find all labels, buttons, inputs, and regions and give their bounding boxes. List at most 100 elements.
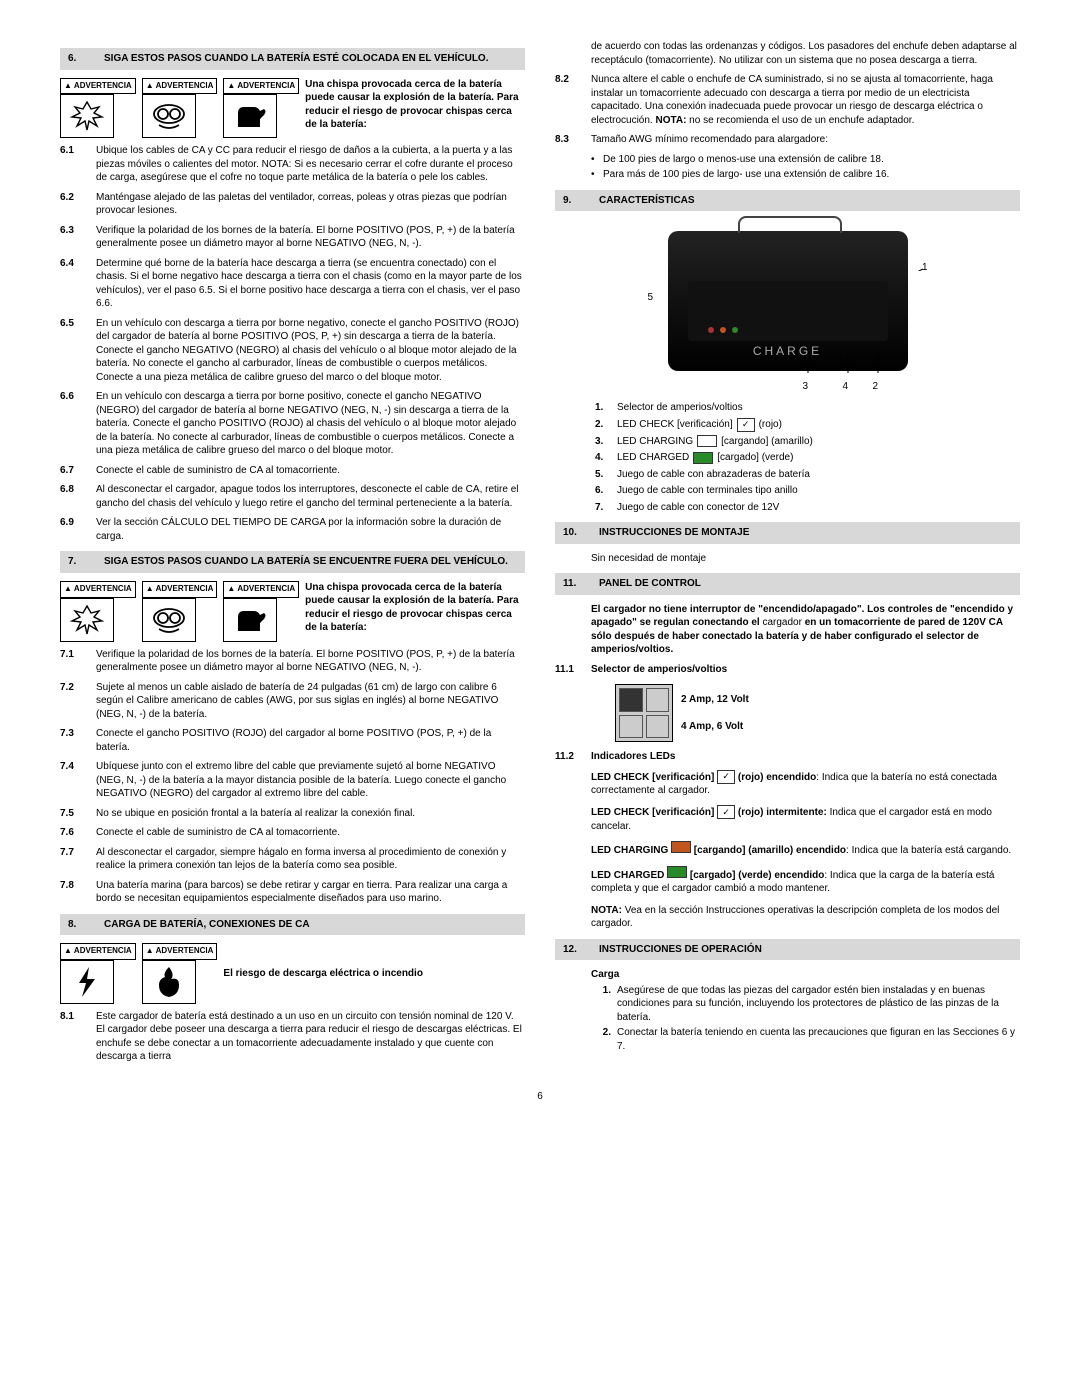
section-8-warning-row: ADVERTENCIA ADVERTENCIA El riesgo de des… <box>60 943 525 1004</box>
item-6-6: 6.6En un vehículo con descarga a tierra … <box>60 390 525 458</box>
green-swatch <box>667 866 687 878</box>
item-6-1: 6.1Ubique los cables de CA y CC para red… <box>60 144 525 185</box>
selector-labels: 2 Amp, 12 Volt 4 Amp, 6 Volt <box>681 693 749 734</box>
warning-block-3: ADVERTENCIA <box>223 581 299 642</box>
warning-text: El riesgo de descarga eléctrica o incend… <box>223 967 525 981</box>
warning-block-1: ADVERTENCIA <box>60 943 136 1004</box>
item-6-2: 6.2Manténgase alejado de las paletas del… <box>60 191 525 218</box>
amber-swatch <box>671 841 691 853</box>
section-6-warning-row: ADVERTENCIA ADVERTENCIA ADVERTENCIA Una … <box>60 78 525 139</box>
shock-icon <box>60 960 114 1004</box>
warning-label: ADVERTENCIA <box>60 78 136 95</box>
section-9-header: 9. CARACTERÍSTICAS <box>555 190 1020 212</box>
item-6-5: 6.5En un vehículo con descarga a tierra … <box>60 317 525 385</box>
section-8-header: 8. CARGA DE BATERÍA, CONEXIONES DE CA <box>60 914 525 936</box>
charger-body: CHARGE <box>668 231 908 371</box>
section-title: CARACTERÍSTICAS <box>599 194 695 208</box>
item-7-4: 7.4Ubíquese junto con el extremo libre d… <box>60 760 525 801</box>
warning-text: Una chispa provocada cerca de la batería… <box>305 78 525 132</box>
green-swatch <box>693 452 713 464</box>
section-title: CARGA DE BATERÍA, CONEXIONES DE CA <box>104 918 310 932</box>
fire-icon <box>142 960 196 1004</box>
goggles-icon <box>142 598 196 642</box>
carga-heading: Carga <box>591 968 1020 982</box>
warning-label: ADVERTENCIA <box>223 581 299 598</box>
section-11-intro: El cargador no tiene interruptor de "enc… <box>591 603 1020 657</box>
callout-4: 4 <box>843 380 849 394</box>
item-11-2: 11.2Indicadores LEDs <box>555 750 1020 764</box>
warning-block-2: ADVERTENCIA <box>142 78 218 139</box>
section-title: SIGA ESTOS PASOS CUANDO LA BATERÍA SE EN… <box>104 555 508 569</box>
section-6-header: 6. SIGA ESTOS PASOS CUANDO LA BATERÍA ES… <box>60 48 525 70</box>
section-num: 8. <box>68 918 104 932</box>
item-6-4: 6.4Determine qué borne de la batería hac… <box>60 257 525 311</box>
legend-3: 3.LED CHARGING [cargando] (amarillo) <box>595 435 1020 449</box>
product-figure: 6 7 1 5 CHARGE <box>648 231 928 371</box>
legend-4: 4.LED CHARGED [cargado] (verde) <box>595 451 1020 465</box>
callout-2: 2 <box>873 380 879 394</box>
item-6-3: 6.3Verifique la polaridad de los bornes … <box>60 224 525 251</box>
legend-1: 1.Selector de amperios/voltios <box>595 401 1020 415</box>
bullet-8-3-1: •De 100 pies de largo o menos-use una ex… <box>591 153 1020 167</box>
warning-label: ADVERTENCIA <box>60 943 136 960</box>
led-charging: LED CHARGING [cargando] (amarillo) encen… <box>591 841 1020 858</box>
step-12-1: 1.Asegúrese de que todas las piezas del … <box>591 984 1020 1054</box>
feature-legend: 1.Selector de amperios/voltios 2.LED CHE… <box>595 401 1020 514</box>
item-6-9: 6.9Ver la sección CÁLCULO DEL TIEMPO DE … <box>60 516 525 543</box>
gloves-icon <box>223 94 277 138</box>
amber-swatch <box>697 435 717 447</box>
item-7-7: 7.7Al desconectar el cargador, siempre h… <box>60 846 525 873</box>
warning-label: ADVERTENCIA <box>142 943 218 960</box>
section-title: PANEL DE CONTROL <box>599 577 701 591</box>
item-6-7: 6.7Conecte el cable de suministro de CA … <box>60 464 525 478</box>
gloves-icon <box>223 598 277 642</box>
warning-label: ADVERTENCIA <box>142 78 218 95</box>
section-10-text: Sin necesidad de montaje <box>591 552 1020 566</box>
item-8-3: 8.3Tamaño AWG mínimo recomendado para al… <box>555 133 1020 147</box>
item-8-1-cont: de acuerdo con todas las ordenanzas y có… <box>591 40 1020 67</box>
warning-block-2: ADVERTENCIA <box>142 943 218 1004</box>
legend-6: 6.Juego de cable con terminales tipo ani… <box>595 484 1020 498</box>
warning-block-1: ADVERTENCIA <box>60 581 136 642</box>
check-icon: ✓ <box>737 418 755 432</box>
item-7-3: 7.3Conecte el gancho POSITIVO (ROJO) del… <box>60 727 525 754</box>
warning-label: ADVERTENCIA <box>142 581 218 598</box>
left-column: 6. SIGA ESTOS PASOS CUANDO LA BATERÍA ES… <box>60 40 525 1070</box>
led-check-blink: LED CHECK [verificación] ✓ (rojo) interm… <box>591 805 1020 833</box>
item-7-1: 7.1Verifique la polaridad de los bornes … <box>60 648 525 675</box>
goggles-icon <box>142 94 196 138</box>
right-column: de acuerdo con todas las ordenanzas y có… <box>555 40 1020 1070</box>
section-num: 12. <box>563 943 599 957</box>
section-num: 10. <box>563 526 599 540</box>
item-7-6: 7.6Conecte el cable de suministro de CA … <box>60 826 525 840</box>
legend-5: 5.Juego de cable con abrazaderas de bate… <box>595 468 1020 482</box>
page-number: 6 <box>60 1090 1020 1104</box>
section-num: 6. <box>68 52 104 66</box>
warning-text: Una chispa provocada cerca de la batería… <box>305 581 525 635</box>
section-title: SIGA ESTOS PASOS CUANDO LA BATERÍA ESTÉ … <box>104 52 488 66</box>
callout-lines-bottom <box>648 351 928 381</box>
item-7-5: 7.5No se ubique en posición frontal a la… <box>60 807 525 821</box>
item-11-1: 11.1Selector de amperios/voltios <box>555 663 1020 677</box>
section-num: 11. <box>563 577 599 591</box>
callout-3: 3 <box>803 380 809 394</box>
section-11-nota: NOTA: Vea en la sección Instrucciones op… <box>591 904 1020 931</box>
section-num: 7. <box>68 555 104 569</box>
section-title: INSTRUCCIONES DE MONTAJE <box>599 526 749 540</box>
page-columns: 6. SIGA ESTOS PASOS CUANDO LA BATERÍA ES… <box>60 40 1020 1070</box>
item-7-8: 7.8Una batería marina (para barcos) se d… <box>60 879 525 906</box>
section-11-header: 11. PANEL DE CONTROL <box>555 573 1020 595</box>
warning-label: ADVERTENCIA <box>60 581 136 598</box>
legend-7: 7.Juego de cable con conector de 12V <box>595 501 1020 515</box>
section-title: INSTRUCCIONES DE OPERACIÓN <box>599 943 762 957</box>
item-6-8: 6.8Al desconectar el cargador, apague to… <box>60 483 525 510</box>
legend-2: 2.LED CHECK [verificación] ✓ (rojo) <box>595 418 1020 432</box>
section-num: 9. <box>563 194 599 208</box>
item-7-2: 7.2Sujete al menos un cable aislado de b… <box>60 681 525 722</box>
section-12-header: 12. INSTRUCCIONES DE OPERACIÓN <box>555 939 1020 961</box>
section-7-warning-row: ADVERTENCIA ADVERTENCIA ADVERTENCIA Una … <box>60 581 525 642</box>
selector-box <box>615 684 673 742</box>
warning-block-2: ADVERTENCIA <box>142 581 218 642</box>
bullet-8-3-2: •Para más de 100 pies de largo- use una … <box>591 168 1020 182</box>
callout-5: 5 <box>648 291 654 305</box>
